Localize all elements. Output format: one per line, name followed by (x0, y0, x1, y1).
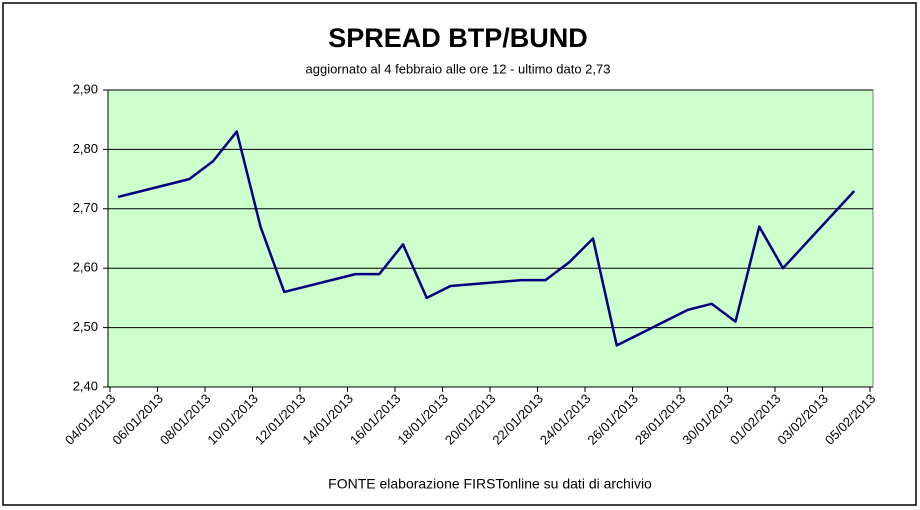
y-tick-label: 2,60 (73, 260, 98, 275)
source-note: FONTE elaborazione FIRSTonline su dati d… (328, 476, 652, 492)
chart-title: SPREAD BTP/BUND (328, 23, 588, 53)
y-tick-label: 2,90 (73, 81, 98, 96)
chart-subtitle: aggiornato al 4 febbraio alle ore 12 - u… (306, 61, 611, 76)
data-line (117, 130, 856, 347)
y-tick-label: 2,70 (73, 200, 98, 215)
y-tick-label: 2,80 (73, 141, 98, 156)
y-tick-label: 2,50 (73, 319, 98, 334)
plot-area (107, 89, 874, 388)
y-tick-label: 2,40 (73, 378, 98, 393)
